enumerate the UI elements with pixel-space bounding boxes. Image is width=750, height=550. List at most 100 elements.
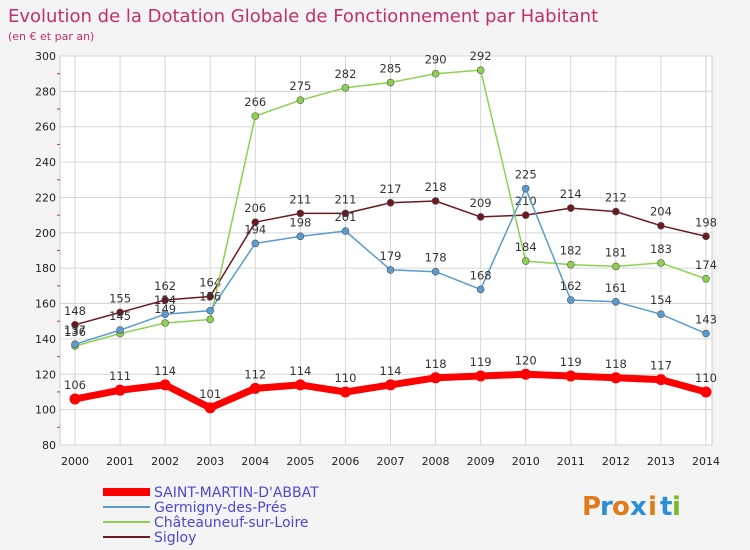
- data-point: [296, 232, 305, 241]
- data-point: [476, 66, 485, 74]
- x-tick-label: 2014: [692, 455, 720, 468]
- proxiti-logo: Pr o x i t i: [582, 492, 681, 522]
- y-tick-label: 180: [35, 262, 56, 275]
- data-label: 183: [650, 242, 672, 256]
- chart-title: Evolution de la Dotation Globale de Fonc…: [8, 6, 598, 27]
- data-label: 106: [64, 378, 86, 392]
- data-point: [476, 213, 485, 221]
- data-label: 218: [425, 180, 447, 194]
- data-point: [565, 370, 577, 382]
- brand-letter: x: [630, 492, 647, 522]
- data-point: [566, 204, 575, 212]
- x-tick-label: 2006: [331, 455, 359, 468]
- x-tick-label: 2000: [61, 455, 89, 468]
- data-label: 225: [515, 168, 537, 182]
- plot-area: 80 100 120 140 160 180 200 220 240 260 280 300 2000 2…: [35, 49, 720, 468]
- y-tick-label: 260: [35, 121, 56, 134]
- data-point: [521, 211, 530, 219]
- data-label: 174: [695, 258, 717, 272]
- legend-label: Sigloy: [154, 530, 196, 546]
- data-label: 119: [560, 355, 582, 369]
- x-tick-label: 2009: [467, 455, 495, 468]
- data-label: 118: [605, 357, 627, 371]
- data-point: [521, 257, 530, 265]
- data-point: [249, 382, 261, 394]
- data-point: [206, 315, 215, 324]
- x-tick-label: 2004: [241, 455, 269, 468]
- brand-letter: o: [612, 492, 630, 522]
- data-label: 136: [64, 325, 86, 339]
- data-label: 117: [650, 359, 672, 373]
- data-point: [341, 84, 350, 92]
- data-label: 266: [244, 95, 266, 109]
- data-point: [204, 402, 216, 414]
- data-point: [657, 310, 665, 318]
- y-tick-label: 280: [35, 85, 56, 98]
- data-point: [71, 320, 79, 329]
- y-tick-label: 140: [35, 333, 56, 346]
- data-label: 178: [425, 251, 447, 265]
- data-point: [341, 209, 350, 218]
- data-point: [206, 292, 215, 301]
- data-label: 154: [154, 293, 176, 307]
- data-point: [159, 379, 171, 391]
- data-label: 201: [334, 210, 356, 224]
- data-label: 182: [560, 244, 582, 258]
- data-label: 101: [199, 387, 221, 401]
- brand-letter: i: [648, 492, 657, 522]
- data-point: [251, 218, 260, 227]
- legend-label: Châteauneuf-sur-Loire: [154, 515, 309, 531]
- data-label: 110: [695, 371, 717, 385]
- data-label: 181: [605, 245, 627, 259]
- data-label: 194: [244, 222, 266, 236]
- data-point: [566, 260, 575, 269]
- data-label: 211: [289, 192, 311, 206]
- brand-letter: i: [672, 492, 681, 522]
- data-label: 112: [244, 367, 266, 381]
- x-tick-label: 2003: [196, 455, 224, 468]
- data-point: [251, 112, 260, 120]
- x-tick-label: 2011: [557, 455, 585, 468]
- chart-subtitle: (en € et par an): [8, 30, 94, 43]
- data-point: [475, 370, 487, 382]
- data-point: [431, 267, 440, 276]
- data-label: 110: [334, 371, 356, 385]
- data-label: 145: [109, 309, 131, 323]
- data-point: [430, 372, 442, 384]
- data-label: 164: [199, 275, 221, 289]
- x-tick-label: 2008: [422, 455, 450, 468]
- brand-letter: t: [660, 492, 672, 522]
- data-point: [702, 329, 710, 338]
- data-label: 198: [289, 215, 311, 229]
- legend-label: SAINT-MARTIN-D'ABBAT: [154, 485, 319, 501]
- data-label: 120: [515, 353, 537, 367]
- data-label: 114: [380, 364, 402, 378]
- data-point: [566, 296, 575, 304]
- data-point: [116, 308, 124, 317]
- data-label: 114: [289, 364, 311, 378]
- data-point: [476, 285, 485, 294]
- y-tick-label: 120: [35, 368, 56, 381]
- data-label: 206: [244, 201, 266, 215]
- data-label: 285: [380, 62, 402, 76]
- data-label: 162: [154, 279, 176, 293]
- data-point: [655, 374, 667, 386]
- data-label: 179: [380, 249, 402, 263]
- data-point: [339, 386, 351, 398]
- data-point: [612, 297, 620, 306]
- data-point: [116, 326, 124, 334]
- y-tick-label: 200: [35, 227, 56, 240]
- data-label: 282: [334, 67, 356, 81]
- data-point: [610, 372, 622, 384]
- data-point: [251, 239, 260, 248]
- data-point: [206, 306, 215, 315]
- x-tick-label: 2007: [377, 455, 405, 468]
- legend: SAINT-MARTIN-D'ABBATGermigny-des-PrésChâ…: [103, 485, 319, 546]
- data-point: [520, 368, 532, 380]
- data-point: [296, 96, 305, 105]
- brand-letter: r: [600, 492, 613, 522]
- data-point: [386, 198, 395, 207]
- data-label: 168: [470, 268, 492, 282]
